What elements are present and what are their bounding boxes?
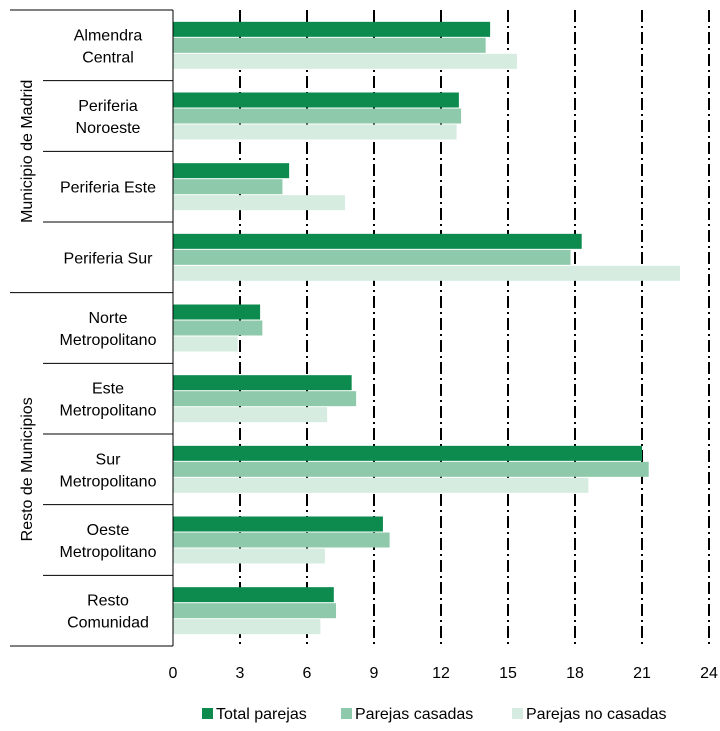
category-label: Periferia Noroeste xyxy=(76,98,141,137)
bar xyxy=(173,266,680,281)
bar xyxy=(173,54,517,69)
bar xyxy=(173,109,461,124)
category-label: Oeste Metropolitano xyxy=(60,522,157,561)
bar xyxy=(173,125,457,140)
category-label: Sur Metropolitano xyxy=(60,451,157,490)
bars xyxy=(173,22,680,634)
x-tick-label: 24 xyxy=(700,665,718,682)
bar xyxy=(173,478,588,493)
bar xyxy=(173,234,582,249)
x-tick-label: 18 xyxy=(566,665,584,682)
bar xyxy=(173,549,325,564)
group-label: Municipio de Madrid xyxy=(19,80,36,223)
category-label: Norte Metropolitano xyxy=(60,310,157,349)
bar xyxy=(173,391,356,406)
bar xyxy=(173,163,289,178)
bar xyxy=(173,587,334,602)
category-label: Periferia Este xyxy=(60,180,156,197)
x-tick-label: 3 xyxy=(236,665,245,682)
bar xyxy=(173,533,390,548)
legend-label: Parejas casadas xyxy=(355,706,473,723)
x-tick-label: 15 xyxy=(499,665,517,682)
category-label: Resto Comunidad xyxy=(67,593,149,632)
x-tick-labels: 0 3 6 9 12 15 18 21 24 xyxy=(169,665,718,682)
bar xyxy=(173,619,320,634)
bar xyxy=(173,462,649,477)
legend-label: Parejas no casadas xyxy=(526,706,667,723)
x-tick-label: 21 xyxy=(633,665,651,682)
category-label: Este Metropolitano xyxy=(60,381,157,420)
bar xyxy=(173,195,345,210)
x-tick-label: 6 xyxy=(303,665,312,682)
category-labels: Almendra Central Periferia Noroeste Periferi… xyxy=(60,27,157,631)
bar xyxy=(173,250,571,265)
bar xyxy=(173,446,642,461)
bar xyxy=(173,337,238,352)
legend-swatch xyxy=(341,708,352,719)
bar xyxy=(173,375,352,390)
bar xyxy=(173,93,459,108)
bar xyxy=(173,179,282,194)
legend: Total parejas Parejas casadas Parejas no c… xyxy=(202,706,667,723)
legend-swatch xyxy=(202,708,213,719)
bar xyxy=(173,517,383,532)
legend-swatch xyxy=(512,708,523,719)
group-labels: Municipio de Madrid Resto de Municipios xyxy=(19,80,36,542)
group-label: Resto de Municipios xyxy=(19,397,36,541)
category-label: Periferia Sur xyxy=(64,250,154,267)
bar xyxy=(173,321,262,336)
x-tick-label: 0 xyxy=(169,665,178,682)
bar xyxy=(173,305,260,320)
category-label: Almendra Central xyxy=(74,27,143,66)
x-tick-label: 9 xyxy=(370,665,379,682)
bar xyxy=(173,22,490,37)
bar xyxy=(173,603,336,618)
bar xyxy=(173,407,327,422)
x-tick-label: 12 xyxy=(432,665,450,682)
bar xyxy=(173,38,486,53)
legend-label: Total parejas xyxy=(216,706,307,723)
